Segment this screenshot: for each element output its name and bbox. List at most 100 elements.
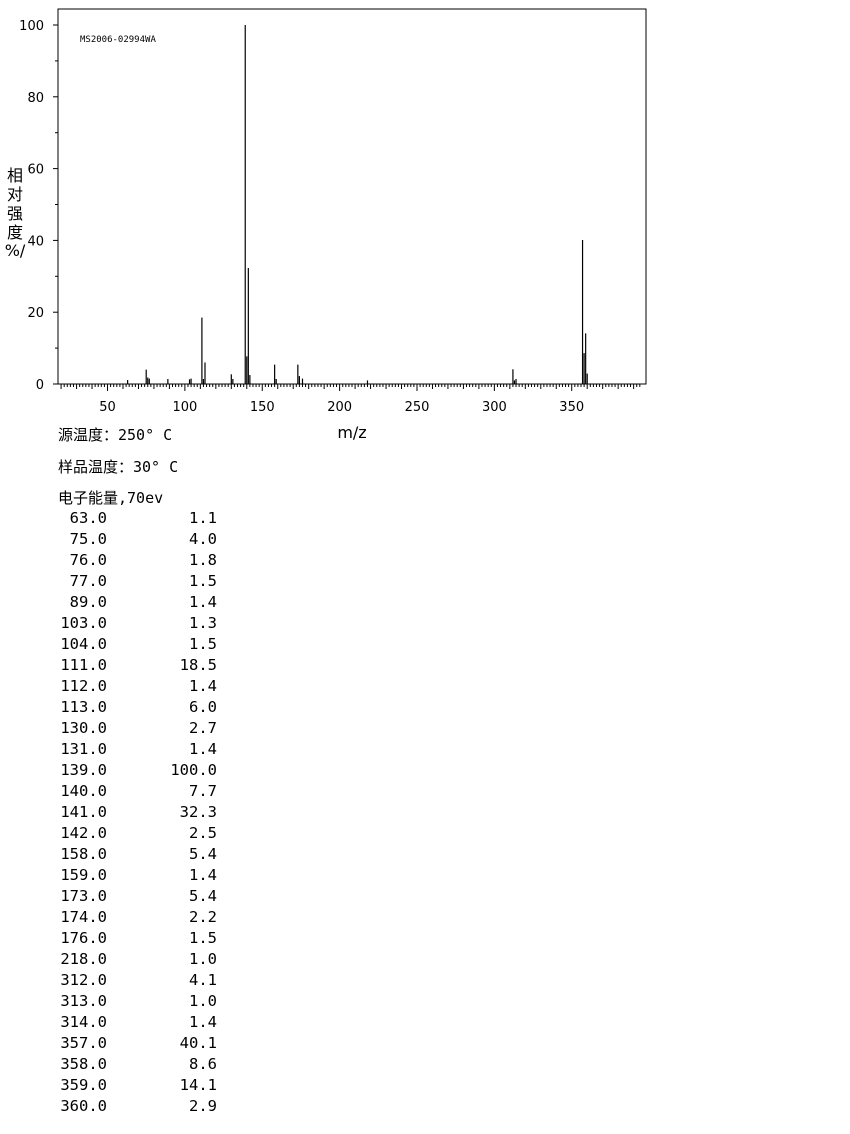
peak-intensity-value: 1.4 [189, 677, 217, 695]
table-row: 312.0 4.1 [52, 970, 232, 991]
peak-mz-value: 142.0 [60, 824, 107, 842]
table-row: 112.0 1.4 [52, 676, 232, 697]
x-tick-label: 250 [405, 400, 430, 415]
peak-intensity-value: 2.5 [189, 824, 217, 842]
peak-mz-value: 312.0 [60, 971, 107, 989]
spectrum-code-label: MS2006-02994WA [80, 35, 156, 45]
table-row: 159.0 1.4 [52, 865, 232, 886]
table-row: 174.0 2.2 [52, 907, 232, 928]
peak-mz-value: 130.0 [60, 719, 107, 737]
peak-mz-value: 111.0 [60, 656, 107, 674]
peak-intensity-value: 1.1 [189, 509, 217, 527]
peak-mz-value: 158.0 [60, 845, 107, 863]
peak-mz-value: 76.0 [69, 551, 107, 569]
peak-intensity-value: 1.3 [189, 614, 217, 632]
table-row: 140.0 7.7 [52, 781, 232, 802]
peak-intensity-value: 32.3 [179, 803, 217, 821]
table-row: 359.0 14.1 [52, 1075, 232, 1096]
source-temperature: 源温度：250° C [58, 426, 173, 444]
peak-intensity-value: 18.5 [179, 656, 217, 674]
y-axis-label-char: 相 [7, 166, 23, 185]
peak-mz-value: 89.0 [69, 593, 107, 611]
table-row: 104.0 1.5 [52, 634, 232, 655]
table-row: 139.0 100.0 [52, 760, 232, 781]
x-tick-label: 50 [99, 400, 116, 415]
peak-intensity-value: 2.9 [189, 1097, 217, 1115]
peak-intensity-value: 4.1 [189, 971, 217, 989]
y-tick-label: 0 [36, 378, 44, 393]
table-row: 313.0 1.0 [52, 991, 232, 1012]
x-tick-label: 300 [482, 400, 507, 415]
peak-mz-value: 112.0 [60, 677, 107, 695]
table-row: 130.0 2.7 [52, 718, 232, 739]
peak-mz-value: 174.0 [60, 908, 107, 926]
table-row: 63.0 1.1 [52, 508, 232, 529]
table-row: 89.0 1.4 [52, 592, 232, 613]
peak-mz-value: 358.0 [60, 1055, 107, 1073]
y-axis-ticks: 0 20 40 60 80 100 [19, 19, 58, 393]
peak-intensity-value: 100.0 [170, 761, 217, 779]
table-row: 314.0 1.4 [52, 1012, 232, 1033]
peak-intensity-value: 7.7 [189, 782, 217, 800]
electron-energy: 电子能量,70ev [58, 489, 164, 507]
peak-intensity-value: 1.4 [189, 740, 217, 758]
peak-mz-value: 141.0 [60, 803, 107, 821]
x-tick-label: 350 [559, 400, 584, 415]
peak-mz-value: 63.0 [69, 509, 107, 527]
table-row: 76.0 1.8 [52, 550, 232, 571]
peak-mz-value: 113.0 [60, 698, 107, 716]
peak-intensity-value: 1.5 [189, 929, 217, 947]
table-row: 360.0 2.9 [52, 1096, 232, 1117]
x-tick-label: 100 [172, 400, 197, 415]
peak-mz-value: 360.0 [60, 1097, 107, 1115]
peak-intensity-value: 40.1 [179, 1034, 217, 1052]
table-row: 75.0 4.0 [52, 529, 232, 550]
peak-mz-value: 139.0 [60, 761, 107, 779]
peak-table: 63.0 1.1 75.0 4.0 76.0 1.8 77.0 1.5 89.0 1.4 103.0… [52, 508, 232, 1117]
y-tick-label: 100 [19, 19, 44, 34]
peak-intensity-value: 5.4 [189, 845, 217, 863]
peak-mz-value: 104.0 [60, 635, 107, 653]
table-row: 358.0 8.6 [52, 1054, 232, 1075]
peak-mz-value: 359.0 [60, 1076, 107, 1094]
y-axis-label-char: 对 [7, 185, 23, 204]
peak-mz-value: 131.0 [60, 740, 107, 758]
y-tick-label: 80 [27, 91, 44, 106]
x-axis-title: m/z [337, 423, 366, 442]
peak-intensity-value: 1.4 [189, 866, 217, 884]
y-axis-label-char: %/ [5, 241, 26, 260]
peak-intensity-value: 4.0 [189, 530, 217, 548]
table-row: 131.0 1.4 [52, 739, 232, 760]
sample-temperature: 样品温度：30° C [58, 458, 179, 476]
peak-intensity-value: 1.5 [189, 635, 217, 653]
table-row: 141.0 32.3 [52, 802, 232, 823]
x-axis-ticks: 50 100 150 200 250 300 350 [60, 384, 641, 415]
table-row: 142.0 2.5 [52, 823, 232, 844]
peak-mz-value: 314.0 [60, 1013, 107, 1031]
plot-frame [57, 8, 647, 385]
y-tick-label: 20 [27, 306, 44, 321]
table-row: 158.0 5.4 [52, 844, 232, 865]
peak-intensity-value: 8.6 [189, 1055, 217, 1073]
peak-intensity-value: 5.4 [189, 887, 217, 905]
peak-intensity-value: 1.5 [189, 572, 217, 590]
table-row: 218.0 1.0 [52, 949, 232, 970]
peak-mz-value: 77.0 [69, 572, 107, 590]
peak-intensity-value: 1.0 [189, 950, 217, 968]
peak-intensity-value: 2.7 [189, 719, 217, 737]
peak-intensity-value: 1.4 [189, 1013, 217, 1031]
peak-mz-value: 357.0 [60, 1034, 107, 1052]
table-row: 173.0 5.4 [52, 886, 232, 907]
peak-mz-value: 176.0 [60, 929, 107, 947]
table-row: 176.0 1.5 [52, 928, 232, 949]
table-row: 113.0 6.0 [52, 697, 232, 718]
y-tick-label: 60 [27, 163, 44, 178]
y-tick-label: 40 [27, 234, 44, 249]
table-row: 111.0 18.5 [52, 655, 232, 676]
peak-mz-value: 313.0 [60, 992, 107, 1010]
peak-mz-value: 75.0 [69, 530, 107, 548]
peak-mz-value: 159.0 [60, 866, 107, 884]
y-axis-label-char: 度 [7, 223, 23, 242]
